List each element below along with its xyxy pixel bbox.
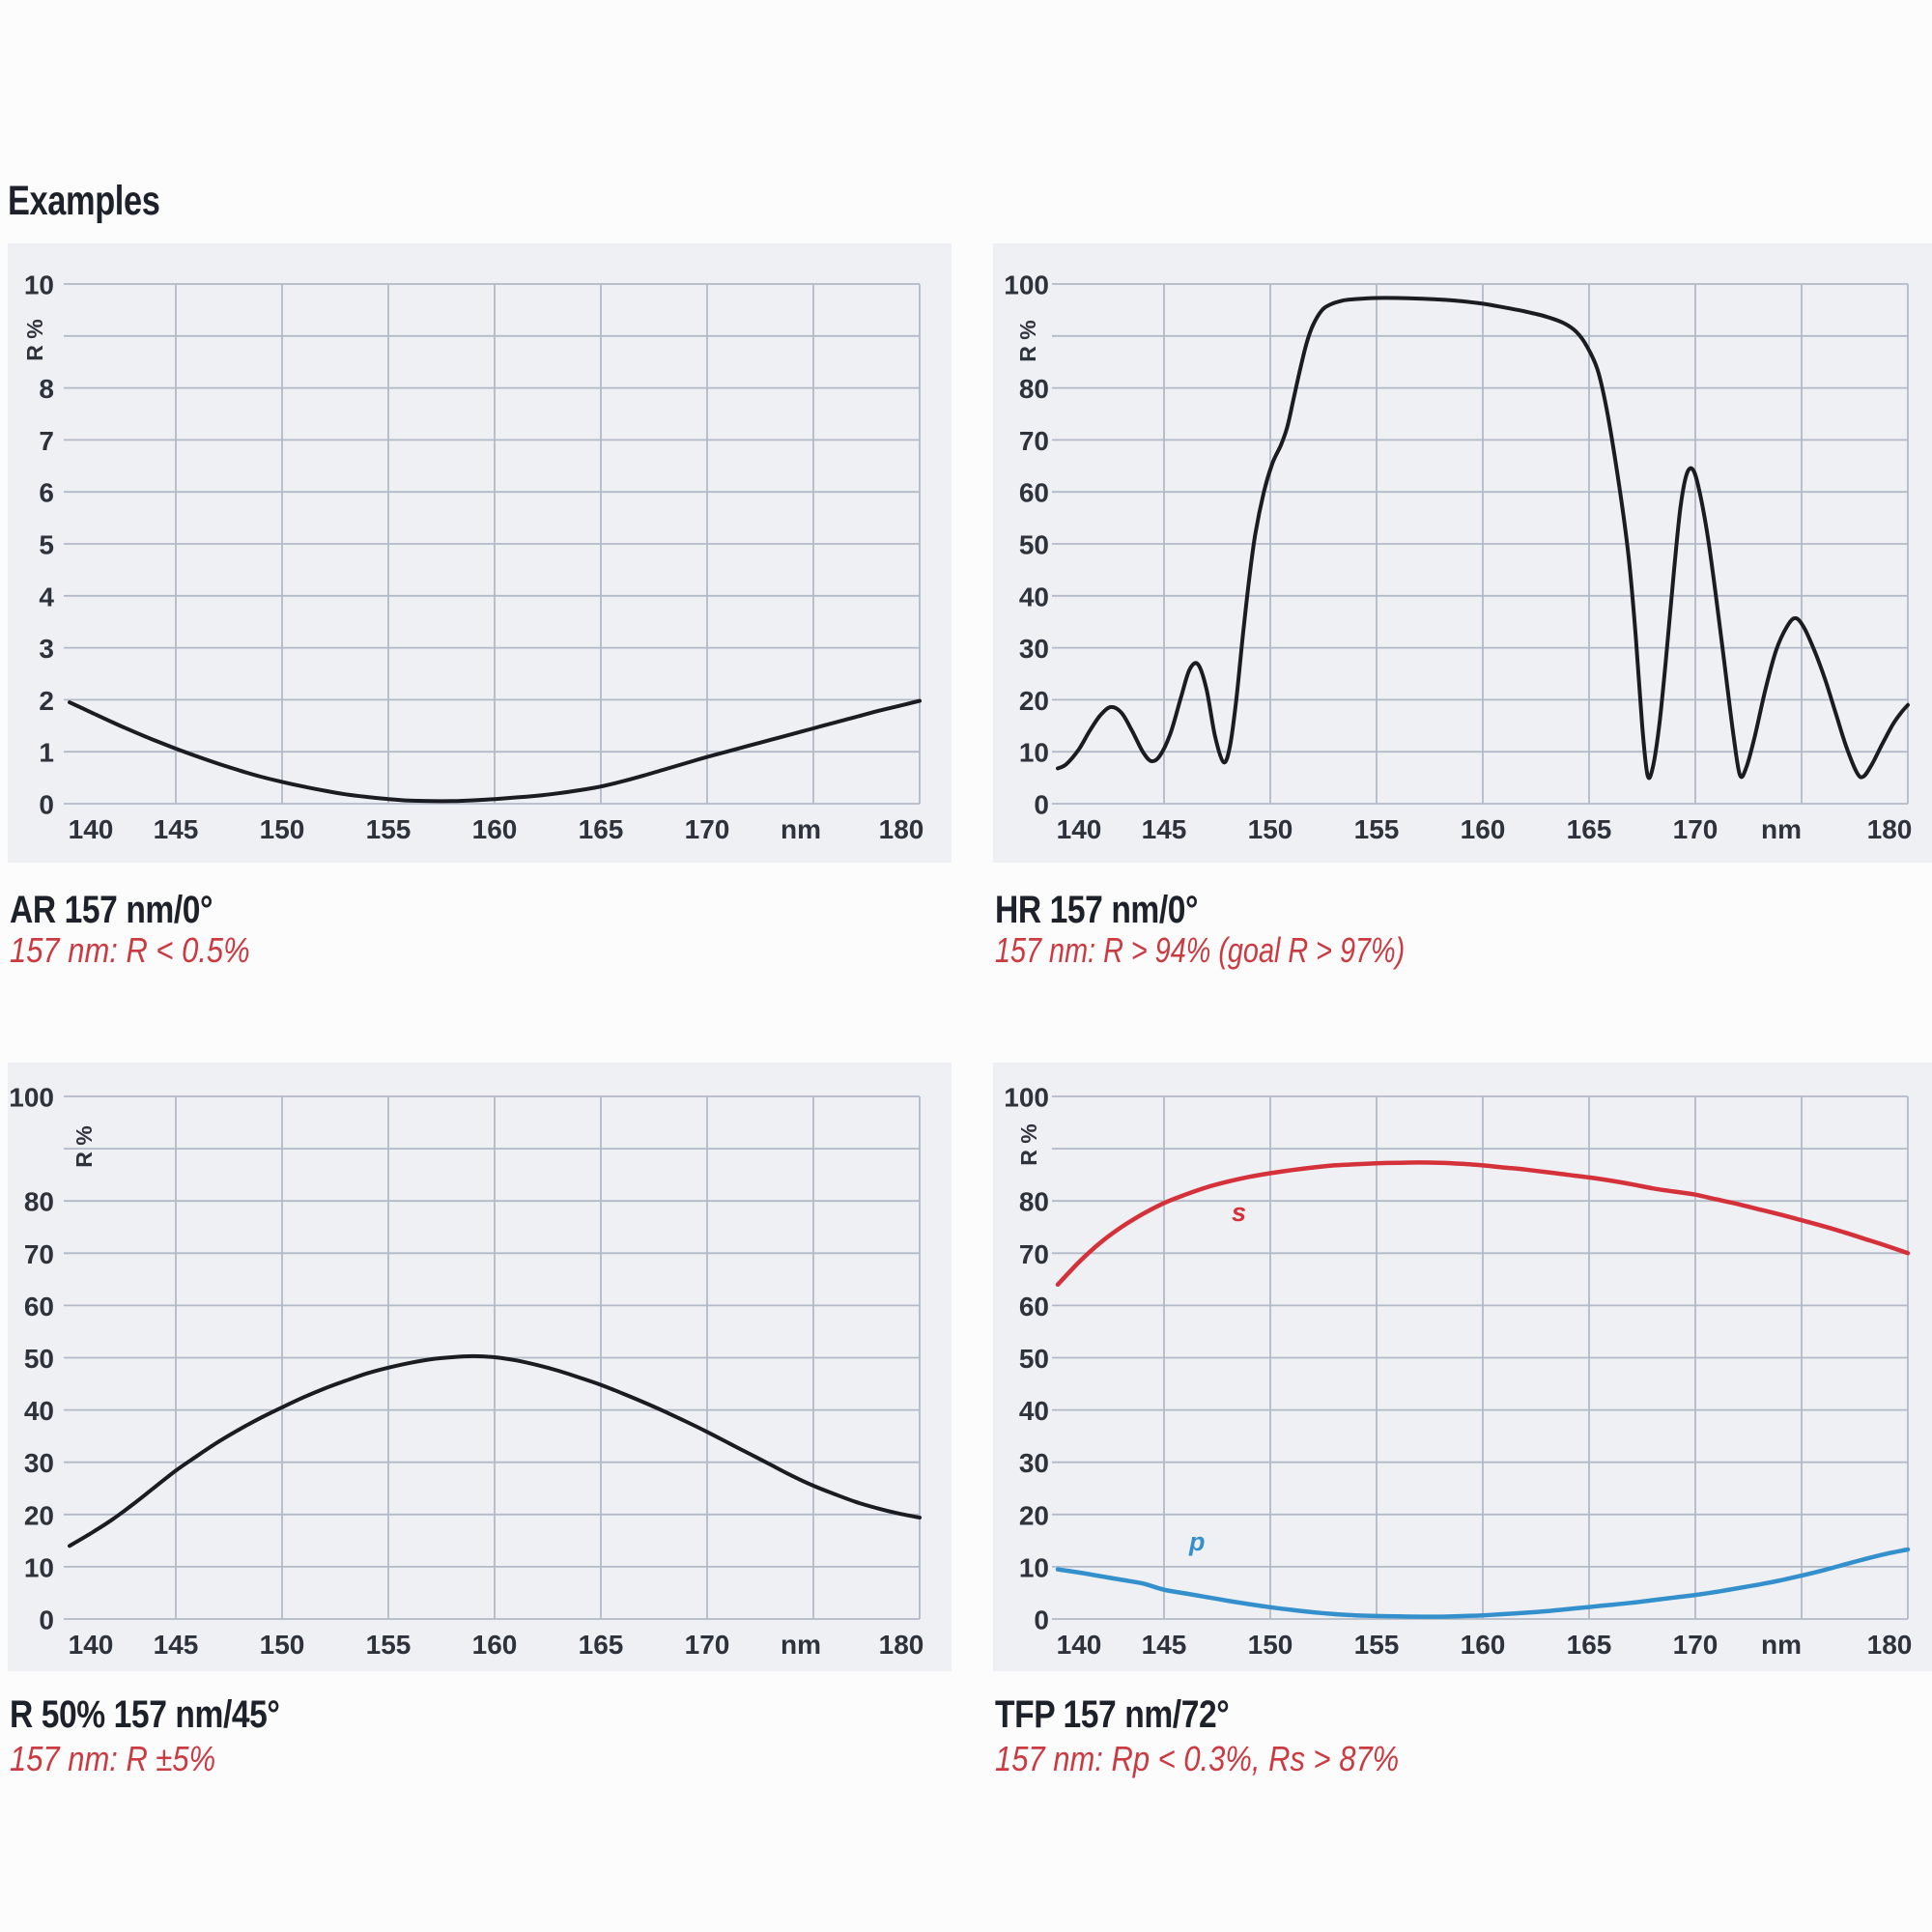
svg-text:40: 40 <box>1019 1396 1049 1426</box>
svg-text:70: 70 <box>1019 426 1049 456</box>
svg-text:10: 10 <box>1019 738 1049 768</box>
svg-text:10: 10 <box>1019 1552 1049 1582</box>
svg-text:145: 145 <box>1142 814 1187 844</box>
svg-text:165: 165 <box>579 814 624 844</box>
svg-text:180: 180 <box>1867 814 1913 844</box>
svg-text:150: 150 <box>260 814 305 844</box>
svg-text:100: 100 <box>9 1083 54 1113</box>
svg-text:20: 20 <box>1019 686 1049 716</box>
svg-text:R %: R % <box>1015 320 1040 361</box>
svg-text:80: 80 <box>24 1187 54 1217</box>
svg-text:180: 180 <box>879 814 924 844</box>
svg-text:R %: R % <box>22 319 47 360</box>
svg-text:160: 160 <box>472 1630 518 1660</box>
svg-text:155: 155 <box>366 814 412 844</box>
svg-text:145: 145 <box>154 1630 199 1660</box>
svg-text:160: 160 <box>1461 1630 1506 1660</box>
svg-text:150: 150 <box>1248 1630 1293 1660</box>
svg-text:50: 50 <box>1019 530 1049 560</box>
svg-text:140: 140 <box>1057 814 1102 844</box>
svg-text:3: 3 <box>39 634 54 664</box>
svg-text:165: 165 <box>1567 1630 1612 1660</box>
svg-text:155: 155 <box>1354 1630 1400 1660</box>
svg-text:s: s <box>1232 1198 1246 1227</box>
svg-text:145: 145 <box>1142 1630 1187 1660</box>
svg-text:145: 145 <box>154 814 199 844</box>
svg-text:50: 50 <box>1019 1344 1049 1374</box>
svg-text:180: 180 <box>879 1630 924 1660</box>
svg-text:155: 155 <box>366 1630 412 1660</box>
svg-text:170: 170 <box>1673 814 1719 844</box>
svg-text:170: 170 <box>685 814 730 844</box>
svg-text:150: 150 <box>1248 814 1293 844</box>
svg-text:nm: nm <box>1761 814 1802 844</box>
svg-text:8: 8 <box>39 374 54 404</box>
svg-text:0: 0 <box>1034 1605 1049 1635</box>
svg-text:0: 0 <box>39 790 54 820</box>
svg-text:4: 4 <box>39 582 54 611</box>
svg-text:30: 30 <box>1019 1448 1049 1478</box>
svg-text:180: 180 <box>1867 1630 1913 1660</box>
svg-text:20: 20 <box>24 1500 54 1530</box>
svg-text:0: 0 <box>1034 790 1049 820</box>
svg-text:165: 165 <box>1567 814 1612 844</box>
svg-text:80: 80 <box>1019 374 1049 404</box>
svg-text:60: 60 <box>24 1292 54 1321</box>
svg-text:40: 40 <box>1019 582 1049 611</box>
svg-text:R %: R % <box>1016 1123 1041 1165</box>
svg-text:70: 70 <box>24 1239 54 1269</box>
svg-text:50: 50 <box>24 1344 54 1374</box>
svg-text:0: 0 <box>39 1605 54 1635</box>
svg-text:30: 30 <box>24 1448 54 1478</box>
svg-text:p: p <box>1188 1527 1206 1556</box>
svg-text:20: 20 <box>1019 1500 1049 1530</box>
svg-text:140: 140 <box>69 814 114 844</box>
svg-text:70: 70 <box>1019 1239 1049 1269</box>
svg-text:60: 60 <box>1019 478 1049 508</box>
svg-text:6: 6 <box>39 478 54 508</box>
svg-text:nm: nm <box>781 814 821 844</box>
svg-text:1: 1 <box>39 738 54 768</box>
svg-text:140: 140 <box>69 1630 114 1660</box>
svg-text:170: 170 <box>685 1630 730 1660</box>
svg-text:40: 40 <box>24 1396 54 1426</box>
svg-text:155: 155 <box>1354 814 1400 844</box>
svg-text:10: 10 <box>24 270 54 300</box>
svg-text:100: 100 <box>1004 270 1049 300</box>
svg-text:165: 165 <box>579 1630 624 1660</box>
svg-text:60: 60 <box>1019 1292 1049 1321</box>
svg-text:160: 160 <box>1461 814 1506 844</box>
svg-text:100: 100 <box>1004 1083 1049 1113</box>
svg-text:160: 160 <box>472 814 518 844</box>
svg-text:10: 10 <box>24 1552 54 1582</box>
svg-text:80: 80 <box>1019 1187 1049 1217</box>
svg-text:2: 2 <box>39 686 54 716</box>
svg-text:140: 140 <box>1057 1630 1102 1660</box>
svg-text:R %: R % <box>71 1125 97 1167</box>
svg-text:30: 30 <box>1019 634 1049 664</box>
svg-text:5: 5 <box>39 530 54 560</box>
svg-text:nm: nm <box>781 1630 821 1660</box>
svg-text:nm: nm <box>1761 1630 1802 1660</box>
svg-text:150: 150 <box>260 1630 305 1660</box>
svg-text:7: 7 <box>39 426 54 456</box>
svg-text:170: 170 <box>1673 1630 1719 1660</box>
